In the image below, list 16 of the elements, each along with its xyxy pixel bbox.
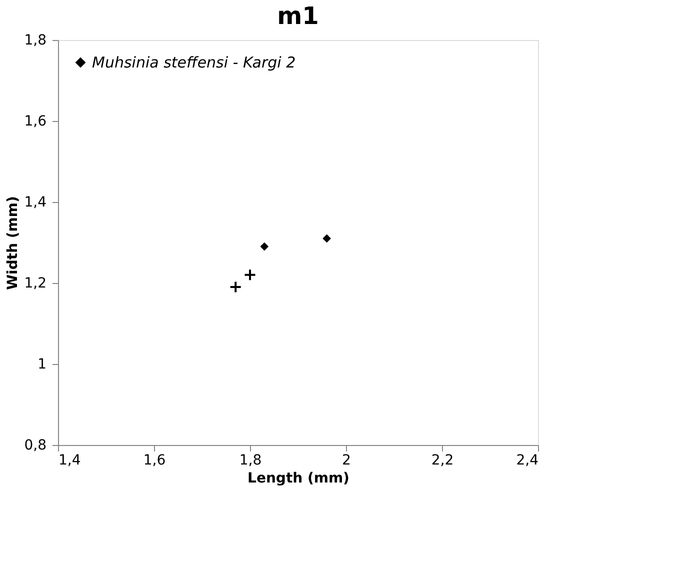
y-tick-label: 1: [38, 356, 46, 372]
y-tick-label: 0,8: [24, 438, 46, 454]
chart-title: m1: [277, 2, 319, 30]
x-tick-label: 1,4: [58, 452, 81, 468]
x-tick-label: 1,8: [239, 452, 262, 468]
legend-label: Muhsinia steffensi - Kargi 2: [92, 54, 296, 72]
x-tick-label: 2,4: [516, 452, 539, 468]
y-tick-label: 1,6: [24, 114, 47, 130]
y-axis-title: Width (mm): [5, 196, 22, 290]
y-tick-label: 1,2: [24, 276, 46, 292]
x-axis-title: Length (mm): [248, 470, 350, 486]
x-tick-label: 2,2: [431, 452, 454, 468]
y-tick-label: 1,8: [24, 32, 46, 48]
y-tick-label: 1,4: [24, 194, 47, 210]
x-tick-label: 1,6: [143, 452, 166, 468]
x-tick-label: 2: [342, 452, 351, 468]
